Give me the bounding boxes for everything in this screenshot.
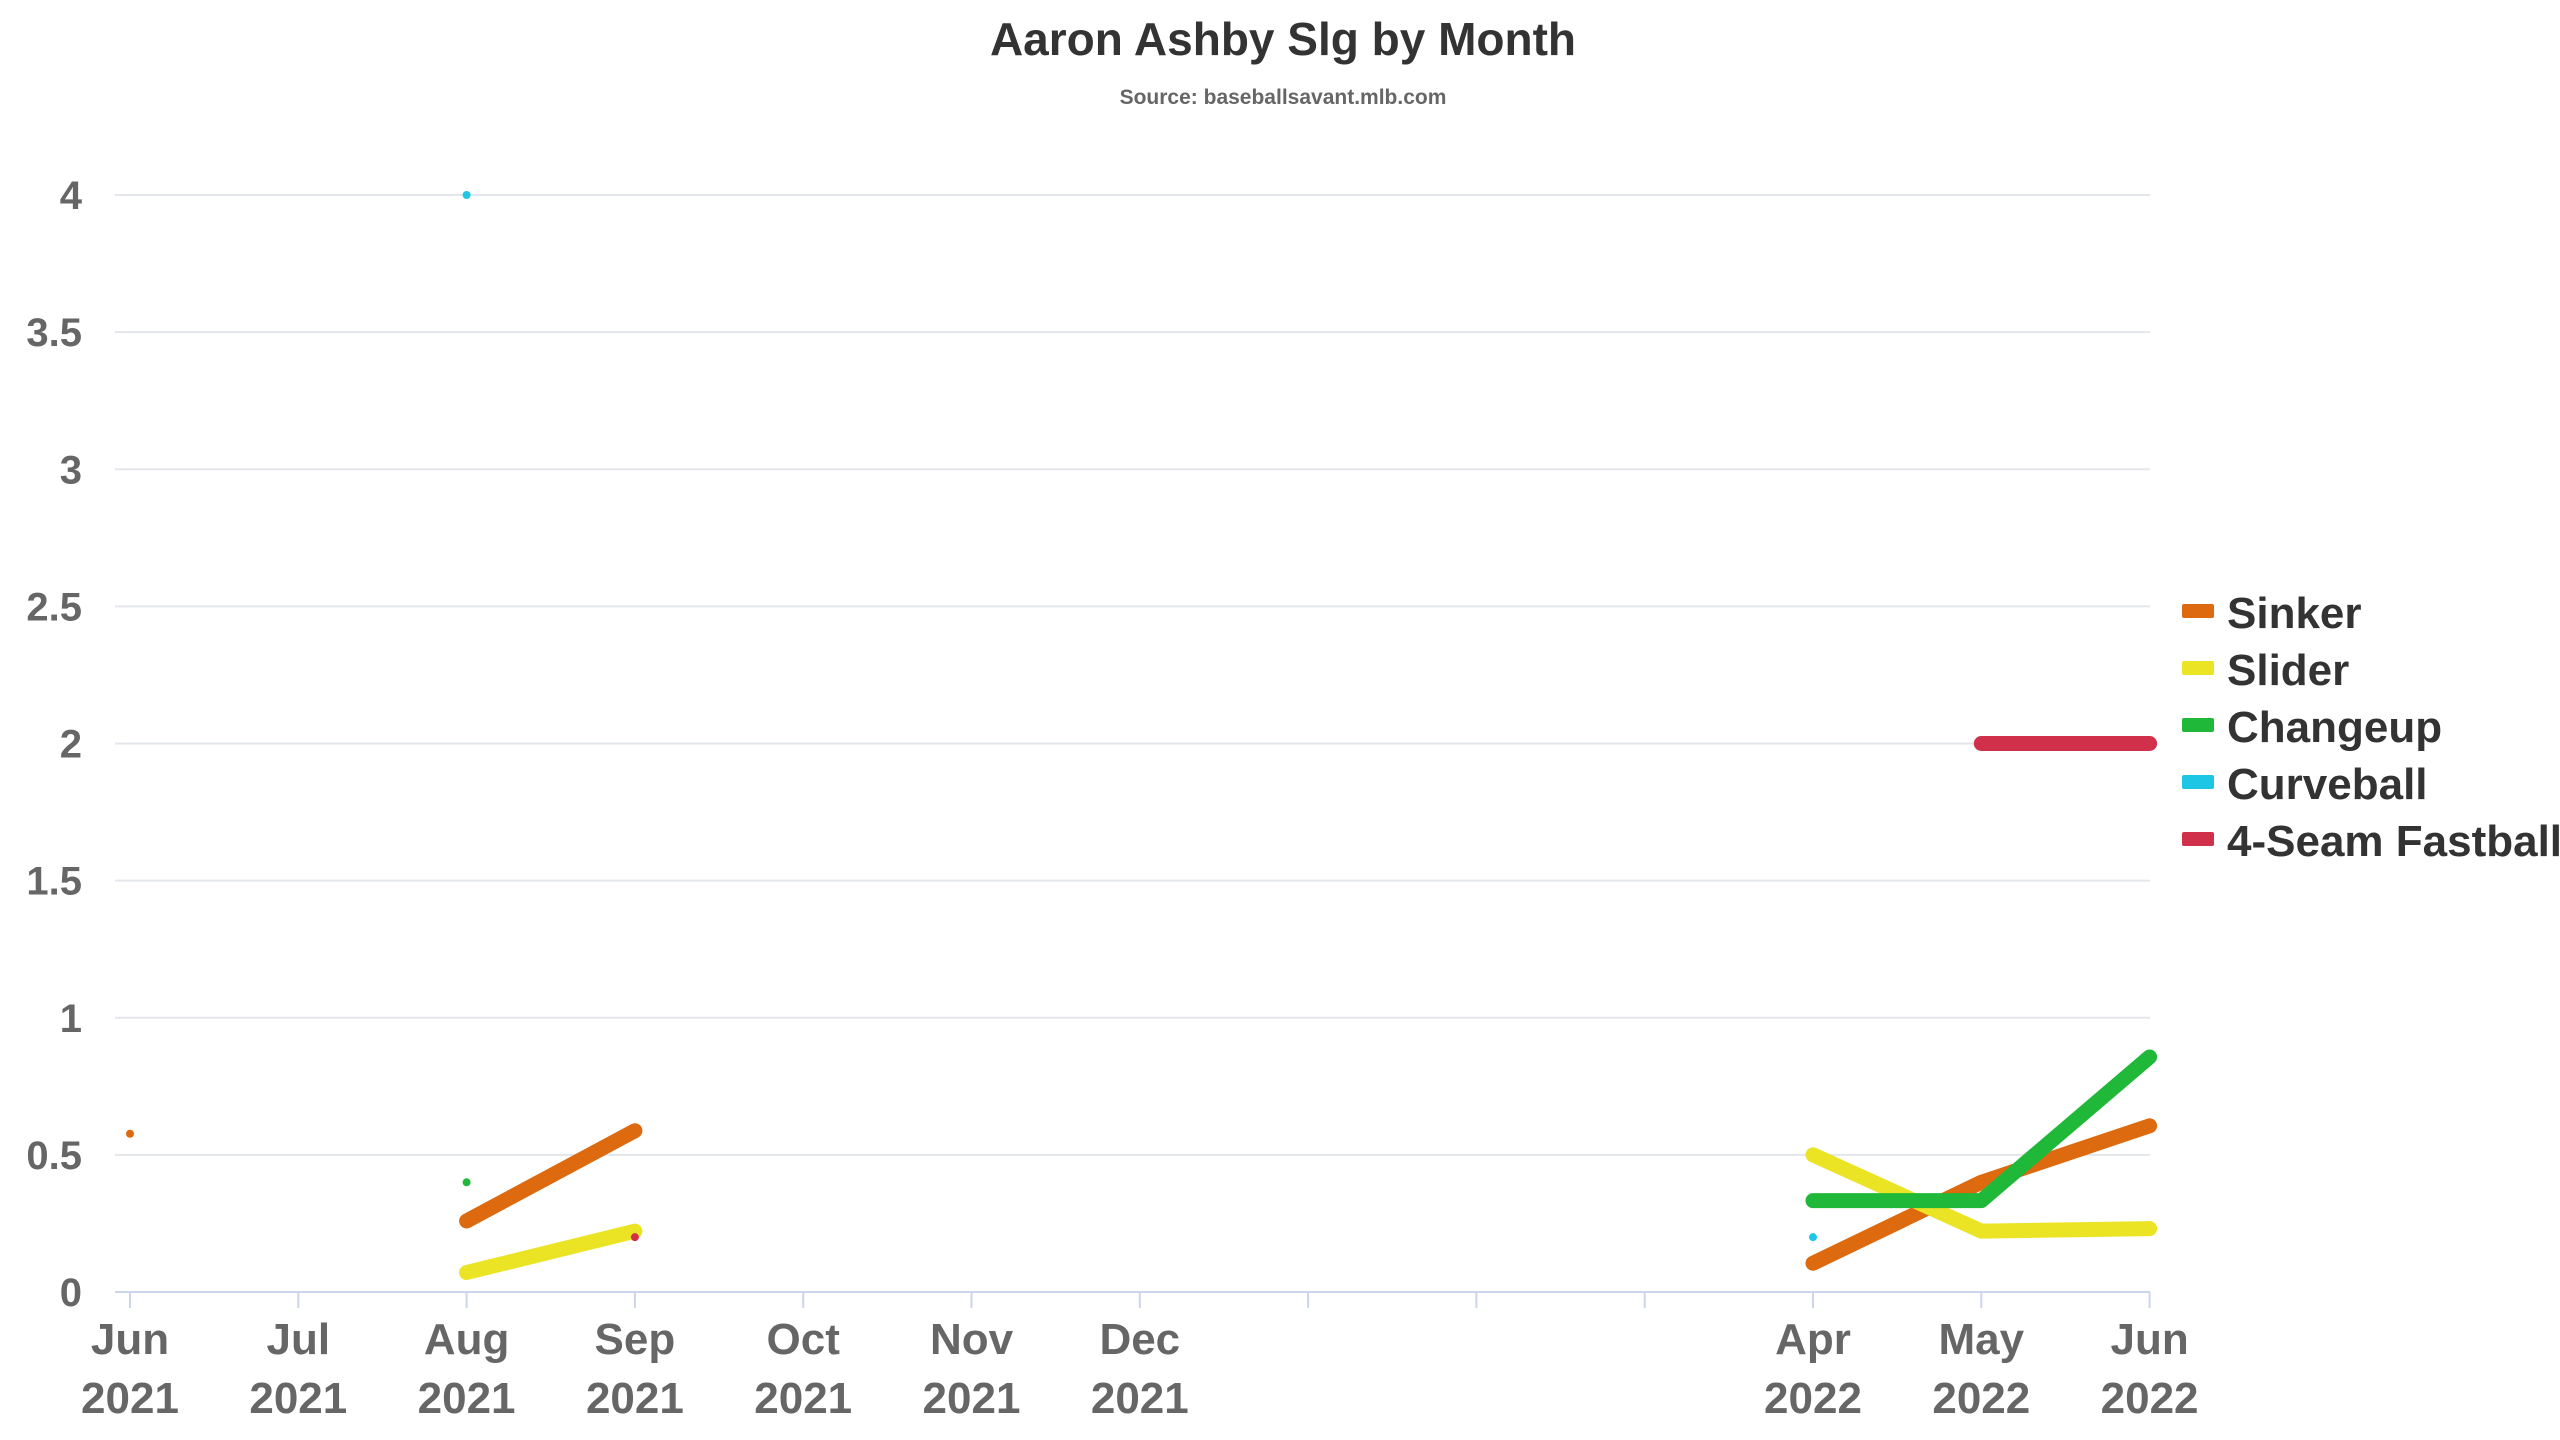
x-tick-label-month: Aug (424, 1315, 510, 1364)
changeup-point-marker (462, 1178, 471, 1187)
x-tick-label-year: 2021 (1091, 1374, 1189, 1423)
changeup-series-line (1805, 1049, 2158, 1209)
x-tick-label-year: 2021 (418, 1374, 516, 1423)
y-tick-label: 3 (60, 448, 82, 492)
curveball-point-marker (1809, 1233, 1817, 1242)
legend-swatch-sinker (2182, 604, 2214, 618)
x-tick-label-year: 2022 (2101, 1374, 2199, 1423)
y-tick-label: 1 (60, 997, 82, 1041)
x-tick-label-month: Oct (767, 1315, 841, 1364)
x-tick-label-month: Apr (1775, 1315, 1851, 1364)
4-seam-fastball-point-marker (630, 1233, 639, 1242)
legend: Sinker Slider Changeup Curveball 4-Seam Fast… (2182, 589, 2560, 866)
slider-series-line (1805, 1147, 2158, 1239)
x-axis-tick-labels: Jun 2021 Jul 2021 Aug 2021 Sep 2021 Oct 2021 Nov 20… (81, 1315, 2198, 1423)
x-tick-label-year: 2021 (81, 1374, 179, 1423)
y-tick-label: 2.5 (26, 585, 82, 629)
y-tick-label: 1.5 (26, 860, 82, 904)
curveball-point-marker (462, 191, 471, 199)
y-tick-label: 4 (60, 174, 83, 218)
y-tick-label: 2 (60, 723, 82, 767)
x-tick-label-month: Jun (91, 1315, 169, 1364)
legend-label-curveball[interactable]: Curveball (2227, 760, 2428, 809)
chart-subtitle: Source: baseballsavant.mlb.com (1120, 86, 1447, 109)
x-tick-label-year: 2021 (754, 1374, 852, 1423)
chart-title: Aaron Ashby Slg by Month (990, 13, 1576, 65)
x-tick-label-month: Nov (930, 1315, 1014, 1364)
x-tick-label-year: 2021 (586, 1374, 684, 1423)
legend-swatch-curveball (2182, 775, 2214, 789)
x-tick-label-month: Jun (2110, 1315, 2188, 1364)
sinker-series-line (459, 1123, 643, 1229)
sinker-point-marker (126, 1129, 134, 1138)
legend-swatch-slider (2182, 661, 2214, 675)
x-tick-label-month: Dec (1099, 1315, 1180, 1364)
y-tick-label: 3.5 (26, 311, 82, 355)
legend-swatch-changeup (2182, 718, 2214, 732)
x-tick-label-year: 2022 (1764, 1374, 1862, 1423)
slider-series-line (459, 1223, 643, 1281)
legend-label-changeup[interactable]: Changeup (2227, 703, 2442, 752)
y-tick-label: 0.5 (26, 1134, 82, 1178)
gridlines (115, 194, 2150, 1156)
x-axis (115, 1291, 2151, 1308)
x-tick-label-month: May (1939, 1315, 2025, 1364)
sinker-series-line (1805, 1118, 2158, 1271)
x-tick-label-year: 2021 (923, 1374, 1021, 1423)
x-tick-label-month: Jul (267, 1315, 331, 1364)
legend-swatch-4-seam-fastball (2182, 832, 2214, 846)
x-tick-label-month: Sep (595, 1315, 676, 1364)
legend-label-slider[interactable]: Slider (2227, 646, 2349, 695)
x-tick-label-year: 2022 (1932, 1374, 2030, 1423)
legend-label-4-seam-fastball[interactable]: 4-Seam Fastball (2227, 817, 2560, 866)
series-lines (126, 191, 2158, 1281)
legend-label-sinker[interactable]: Sinker (2227, 589, 2362, 638)
y-axis-tick-labels: 0 0.5 1 1.5 2 2.5 3 3.5 4 (26, 174, 82, 1315)
x-tick-label-year: 2021 (249, 1374, 347, 1423)
y-tick-label: 0 (60, 1271, 82, 1315)
